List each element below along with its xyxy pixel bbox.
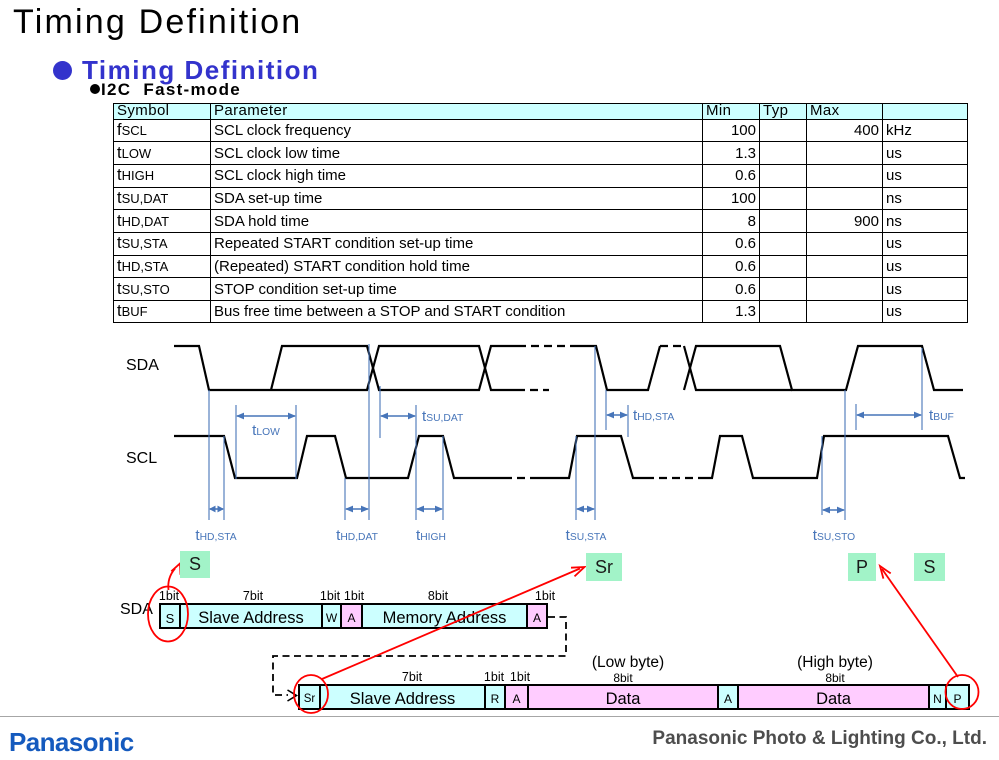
svg-text:tHD,STA: tHD,STA <box>195 527 236 544</box>
svg-text:tHD,DAT: tHD,DAT <box>336 527 379 544</box>
svg-text:tSU,DAT: tSU,DAT <box>422 408 464 425</box>
svg-text:SDA: SDA <box>126 357 159 374</box>
svg-text:tHIGH: tHIGH <box>416 527 446 544</box>
svg-text:SCL: SCL <box>126 450 157 467</box>
svg-text:tSU,STO: tSU,STO <box>813 527 855 544</box>
svg-text:tSU,STA: tSU,STA <box>566 527 607 544</box>
svg-text:tHD,STA: tHD,STA <box>633 407 674 424</box>
svg-text:tLOW: tLOW <box>252 422 280 439</box>
svg-text:tBUF: tBUF <box>929 407 954 424</box>
